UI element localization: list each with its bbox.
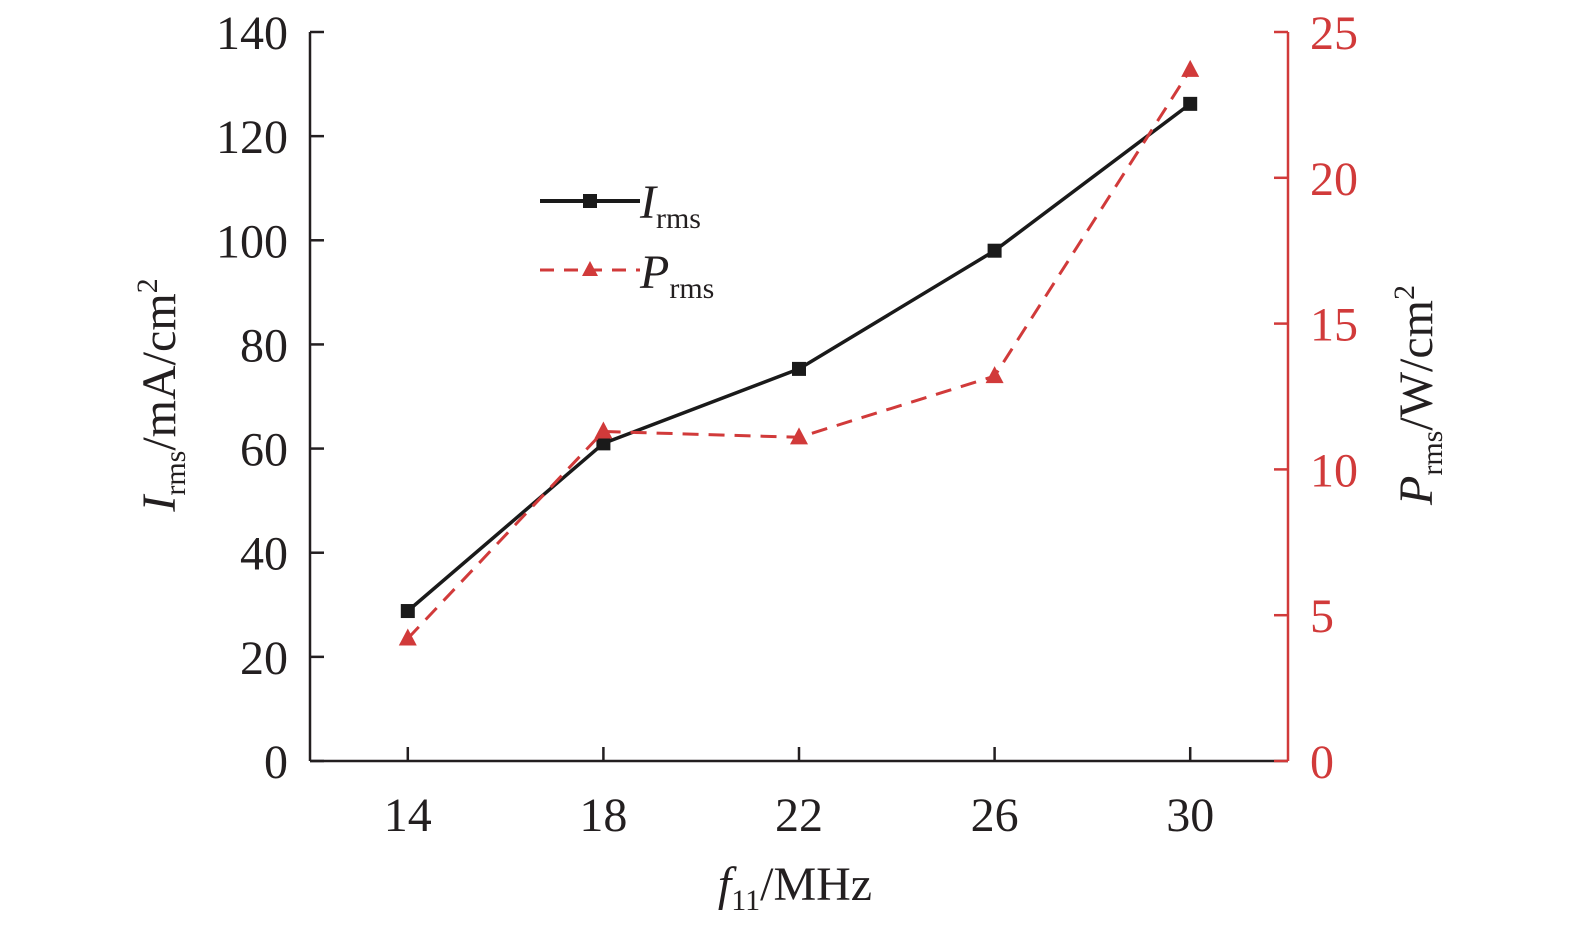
series-P-rms-point	[594, 421, 613, 439]
y-right-tick-label: 0	[1310, 736, 1334, 789]
x-tick-label: 26	[971, 789, 1019, 842]
y-right-tick-label: 20	[1310, 153, 1358, 206]
x-axis-label: f11/MHz	[718, 858, 872, 917]
y-left-tick-label: 120	[216, 111, 288, 164]
y-right-tick-label: 25	[1310, 7, 1358, 60]
y-right-tick-label: 5	[1310, 590, 1334, 643]
y-right-tick-label: 10	[1310, 444, 1358, 497]
y-right-tick-label: 15	[1310, 299, 1358, 352]
legend-I-rms-label: Irms	[639, 176, 701, 235]
y-left-tick-label: 60	[240, 424, 288, 477]
series-I-rms-point	[987, 243, 1002, 258]
x-tick-label: 14	[384, 789, 432, 842]
series-P-rms-point	[1181, 59, 1200, 77]
y-left-tick-label: 140	[216, 7, 288, 60]
series-I-rms-point	[1183, 96, 1198, 111]
y-left-tick-label: 20	[240, 632, 288, 685]
series-layer	[398, 59, 1200, 646]
y-left-tick-label: 80	[240, 319, 288, 372]
series-I-rms-line	[406, 102, 1192, 613]
x-tick-label: 18	[579, 789, 627, 842]
axes: 0 20 40 60 80 100 120 140 0 5 10 15 20 25 14 18 22 26 30	[216, 7, 1358, 842]
series-I-rms-point	[400, 604, 415, 619]
series-P-rms-point	[790, 427, 808, 445]
series-P-rms-point	[398, 628, 417, 646]
legend-I-rms-marker	[583, 194, 597, 208]
series-P-rms-point	[985, 366, 1004, 384]
y-right-axis-label: Prms/W/cm2	[1388, 285, 1449, 506]
y-left-axis-label: Irms/mA/cm2	[131, 278, 192, 512]
series-P-rms-line	[406, 69, 1192, 640]
series-I-rms-point	[596, 436, 611, 451]
legend-P-rms-marker	[582, 261, 598, 276]
legend-P-rms-label: Prms	[639, 246, 714, 305]
x-tick-label: 30	[1166, 789, 1214, 842]
x-tick-label: 22	[775, 789, 823, 842]
y-left-tick-label: 100	[216, 215, 288, 268]
series-I-rms-point	[792, 361, 806, 376]
y-left-tick-label: 0	[264, 736, 288, 789]
legend-item-I-rms: Irms	[540, 176, 701, 235]
legend-item-P-rms: Prms	[540, 246, 714, 305]
y-left-tick-label: 40	[240, 528, 288, 581]
